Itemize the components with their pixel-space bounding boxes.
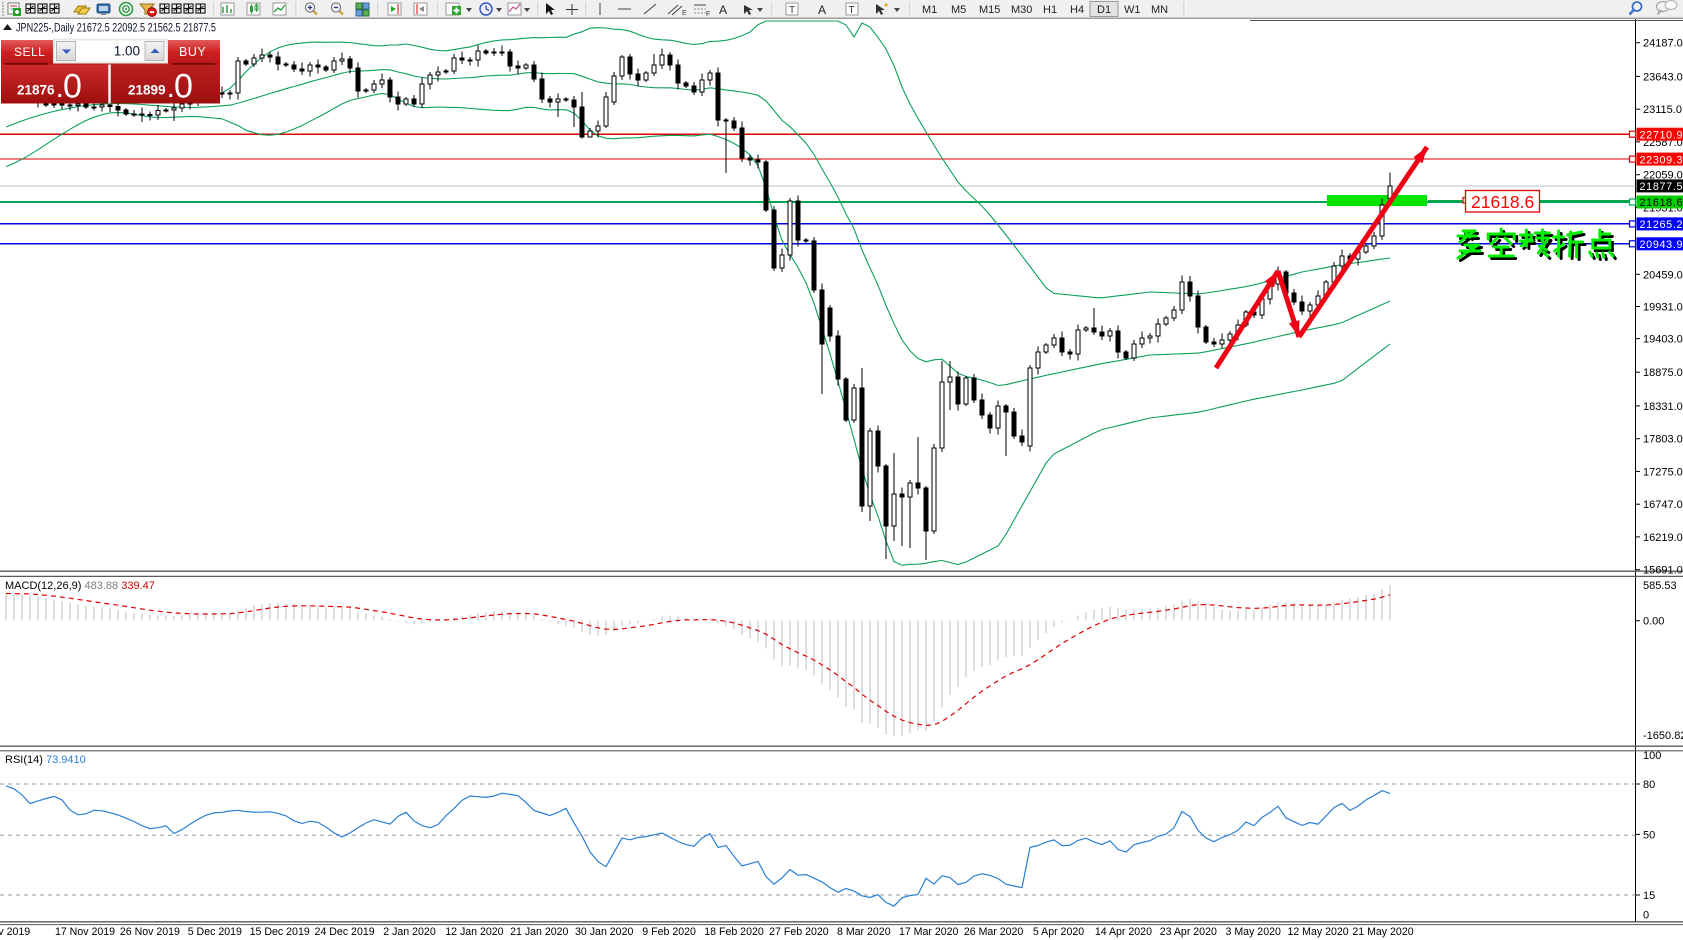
- svg-text:2 Jan 2020: 2 Jan 2020: [383, 926, 436, 938]
- svg-text:15 Dec 2019: 15 Dec 2019: [250, 926, 310, 938]
- svg-text:.: .: [168, 80, 174, 102]
- svg-text:19403.0: 19403.0: [1643, 334, 1683, 346]
- svg-text:F: F: [706, 11, 710, 18]
- svg-text:H1: H1: [1043, 4, 1057, 16]
- svg-text:22710.9: 22710.9: [1640, 129, 1683, 141]
- svg-text:26 Nov 2019: 26 Nov 2019: [120, 926, 180, 938]
- svg-text:M1: M1: [922, 4, 937, 16]
- svg-text:SELL: SELL: [14, 45, 45, 59]
- svg-text:MN: MN: [1151, 4, 1168, 16]
- svg-text:21899: 21899: [128, 83, 166, 98]
- svg-text:27 Feb 2020: 27 Feb 2020: [769, 926, 829, 938]
- svg-text:0: 0: [63, 68, 82, 106]
- svg-text:23 Apr 2020: 23 Apr 2020: [1160, 926, 1217, 938]
- svg-text:0: 0: [1643, 910, 1649, 922]
- svg-text:JPN225-,Daily 21672.5 22092.5: JPN225-,Daily 21672.5 22092.5 21562.5 21…: [16, 21, 216, 35]
- svg-text:0: 0: [174, 68, 193, 106]
- svg-text:80: 80: [1643, 779, 1655, 791]
- svg-text:7 Nov 2019: 7 Nov 2019: [0, 926, 30, 938]
- svg-text:9 Feb 2020: 9 Feb 2020: [642, 926, 696, 938]
- svg-text:21 Jan 2020: 21 Jan 2020: [510, 926, 568, 938]
- svg-text:16747.0: 16747.0: [1643, 499, 1683, 511]
- svg-text:D1: D1: [1097, 4, 1111, 16]
- svg-text:8 Mar 2020: 8 Mar 2020: [837, 926, 891, 938]
- svg-text:MACD(12,26,9) 483.88 339.47: MACD(12,26,9) 483.88 339.47: [5, 580, 155, 592]
- svg-text:100: 100: [1643, 750, 1661, 762]
- svg-text:18331.0: 18331.0: [1643, 401, 1683, 413]
- svg-text:T: T: [849, 5, 855, 16]
- svg-text:M15: M15: [979, 4, 1000, 16]
- svg-text:RSI(14) 73.9410: RSI(14) 73.9410: [5, 754, 86, 766]
- svg-text:21 May 2020: 21 May 2020: [1352, 926, 1413, 938]
- svg-text:21618.6: 21618.6: [1471, 192, 1534, 212]
- svg-text:A: A: [719, 3, 727, 17]
- svg-text:12 May 2020: 12 May 2020: [1287, 926, 1348, 938]
- svg-text:17 Mar 2020: 17 Mar 2020: [899, 926, 959, 938]
- svg-text:23643.0: 23643.0: [1643, 71, 1683, 83]
- svg-text:23115.0: 23115.0: [1643, 104, 1682, 116]
- svg-text:16219.0: 16219.0: [1643, 532, 1683, 544]
- svg-text:15: 15: [1643, 890, 1655, 902]
- svg-text:14 Apr 2020: 14 Apr 2020: [1095, 926, 1152, 938]
- svg-text:26 Mar 2020: 26 Mar 2020: [964, 926, 1024, 938]
- svg-text:24 Dec 2019: 24 Dec 2019: [315, 926, 375, 938]
- svg-text:E: E: [682, 10, 687, 17]
- svg-text:M30: M30: [1011, 4, 1032, 16]
- svg-text:18875.0: 18875.0: [1643, 367, 1683, 379]
- svg-text:17803.0: 17803.0: [1643, 434, 1683, 446]
- svg-text:3 May 2020: 3 May 2020: [1226, 926, 1281, 938]
- svg-text:BUY: BUY: [179, 45, 206, 59]
- svg-text:30 Jan 2020: 30 Jan 2020: [575, 926, 633, 938]
- svg-text:17275.0: 17275.0: [1643, 466, 1683, 478]
- svg-text:W1: W1: [1124, 4, 1141, 16]
- svg-text:22059.0: 22059.0: [1643, 170, 1683, 182]
- svg-text:19931.0: 19931.0: [1643, 302, 1683, 314]
- svg-text:1.00: 1.00: [114, 44, 140, 59]
- svg-text:A: A: [818, 3, 826, 17]
- svg-text:22309.3: 22309.3: [1640, 154, 1683, 166]
- svg-text:20943.9: 20943.9: [1640, 239, 1683, 251]
- svg-text:17 Nov 2019: 17 Nov 2019: [55, 926, 115, 938]
- svg-text:21265.2: 21265.2: [1640, 219, 1683, 231]
- svg-text:50: 50: [1643, 829, 1655, 841]
- svg-text:21877.5: 21877.5: [1640, 181, 1683, 193]
- svg-text:0.00: 0.00: [1643, 616, 1664, 628]
- svg-text:18 Feb 2020: 18 Feb 2020: [704, 926, 764, 938]
- svg-text:12 Jan 2020: 12 Jan 2020: [445, 926, 503, 938]
- svg-text:.: .: [57, 80, 63, 102]
- svg-text:H4: H4: [1070, 4, 1084, 16]
- svg-text:21618.6: 21618.6: [1640, 197, 1683, 209]
- svg-text:5 Dec 2019: 5 Dec 2019: [188, 926, 242, 938]
- svg-text:5 Apr 2020: 5 Apr 2020: [1033, 926, 1084, 938]
- svg-text:-1650.82: -1650.82: [1643, 730, 1683, 742]
- svg-text:24187.0: 24187.0: [1643, 38, 1683, 50]
- svg-text:585.53: 585.53: [1643, 580, 1677, 592]
- svg-text:21876: 21876: [17, 83, 55, 98]
- svg-text:M5: M5: [951, 4, 966, 16]
- svg-text:15691.0: 15691.0: [1643, 565, 1683, 577]
- svg-text:T: T: [789, 5, 795, 16]
- svg-text:20459.0: 20459.0: [1643, 269, 1683, 281]
